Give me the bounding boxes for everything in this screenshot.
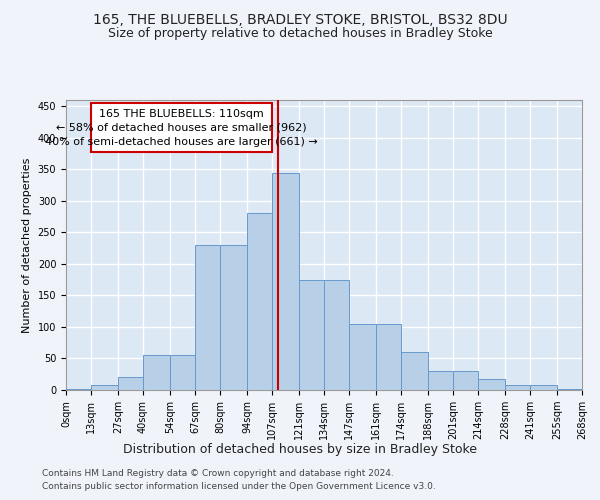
Bar (247, 214, 272, 390)
Bar (557, 388, 582, 390)
Bar (376, 324, 401, 390)
Bar (170, 356, 195, 390)
Bar (195, 245, 220, 390)
Text: 165 THE BLUEBELLS: 110sqm: 165 THE BLUEBELLS: 110sqm (99, 109, 264, 119)
Text: Distribution of detached houses by size in Bradley Stoke: Distribution of detached houses by size … (123, 442, 477, 456)
Bar (299, 280, 324, 390)
Bar (118, 378, 143, 390)
Y-axis label: Number of detached properties: Number of detached properties (22, 158, 32, 332)
Text: 165, THE BLUEBELLS, BRADLEY STOKE, BRISTOL, BS32 8DU: 165, THE BLUEBELLS, BRADLEY STOKE, BRIST… (92, 12, 508, 26)
Text: Contains HM Land Registry data © Crown copyright and database right 2024.: Contains HM Land Registry data © Crown c… (42, 468, 394, 477)
Bar (428, 371, 453, 390)
Bar (401, 352, 428, 390)
Bar (272, 172, 299, 390)
Text: 40% of semi-detached houses are larger (661) →: 40% of semi-detached houses are larger (… (45, 136, 318, 146)
Bar (66, 388, 91, 390)
Text: ← 58% of detached houses are smaller (962): ← 58% of detached houses are smaller (96… (56, 122, 307, 132)
Bar (453, 371, 478, 390)
Bar (91, 385, 118, 390)
Bar (324, 280, 349, 390)
Text: Size of property relative to detached houses in Bradley Stoke: Size of property relative to detached ho… (107, 28, 493, 40)
FancyBboxPatch shape (91, 103, 272, 152)
Bar (530, 385, 557, 390)
Text: Contains public sector information licensed under the Open Government Licence v3: Contains public sector information licen… (42, 482, 436, 491)
Bar (505, 385, 530, 390)
Bar (349, 324, 376, 390)
Bar (478, 378, 505, 390)
Bar (143, 356, 170, 390)
Bar (220, 245, 247, 390)
